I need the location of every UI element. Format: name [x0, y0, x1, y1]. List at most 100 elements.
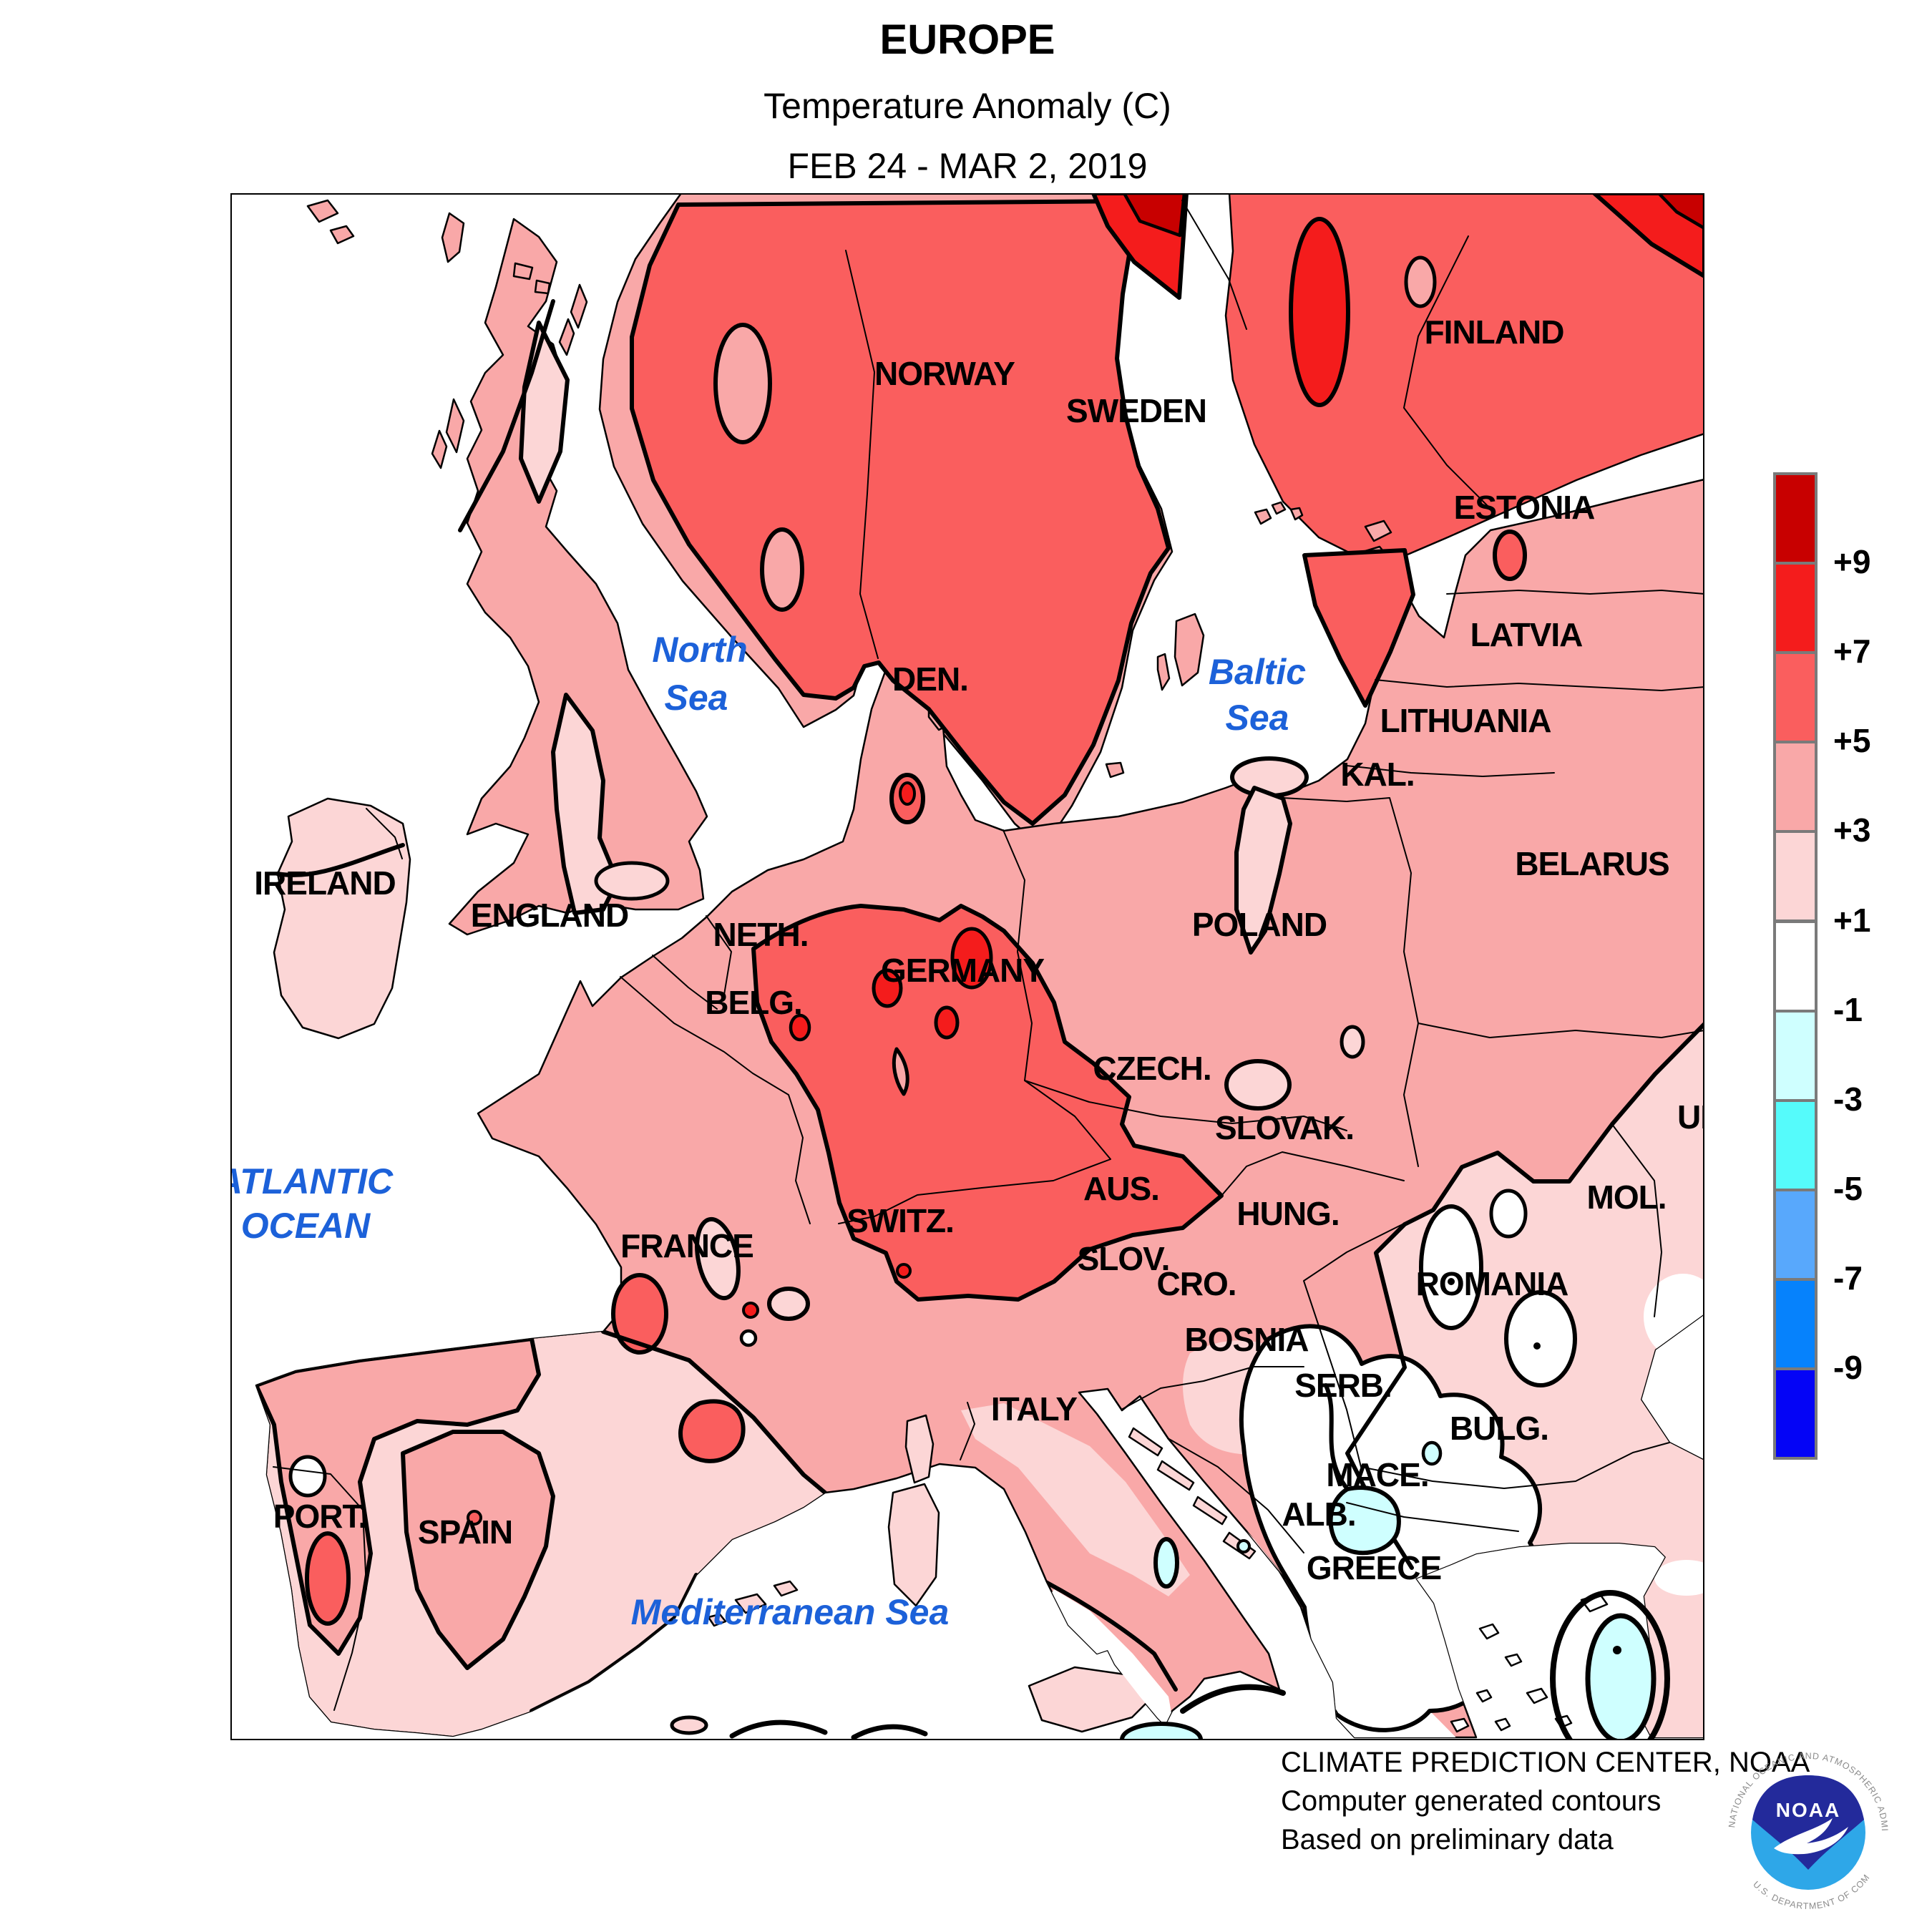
legend-swatch-5: [1773, 919, 1818, 1013]
contour-germany-plus7-center: [934, 1005, 960, 1040]
contour-med-arc-2: [851, 1724, 928, 1740]
contour-russia-corner-plus7: [1592, 193, 1704, 278]
label-norway: NORWAY: [874, 355, 1015, 392]
contour-sicily-cyan: [1120, 1722, 1203, 1740]
fill-marmara-white: [1654, 1560, 1704, 1596]
label-belarus: BELARUS: [1515, 845, 1669, 882]
legend-tick-+5: +5: [1833, 722, 1871, 760]
label-estonia: ESTONIA: [1454, 489, 1595, 526]
contour-romania-white-2: [1504, 1290, 1577, 1387]
contour-bulgaria-cyan: [1421, 1440, 1443, 1466]
map-frame: [230, 193, 1704, 1740]
label-sweden: SWEDEN: [1066, 392, 1206, 429]
contour-germany-plus5: [751, 904, 1224, 1302]
contour-france-plus5-south: [678, 1399, 746, 1463]
label-ukraine: UKRAINE: [1677, 1098, 1704, 1136]
contour-belgium-plus7: [789, 1013, 811, 1042]
contour-serbia-squiggle: [1324, 1383, 1350, 1491]
legend-swatch-1: [1773, 562, 1818, 655]
noaa-seal-sky: [1752, 1775, 1864, 1870]
contour-aegean-ring: [1550, 1590, 1670, 1740]
contour-rugen-plus7: [899, 781, 916, 806]
contour-germany-plus7-north: [950, 927, 993, 990]
islands-shetland-orkney: [441, 212, 551, 295]
contour-pyrenees-line: [601, 1330, 827, 1495]
contour-med-arc-1: [729, 1719, 828, 1739]
legend-tick-+9: +9: [1833, 543, 1871, 581]
attribution-line-1: CLIMATE PREDICTION CENTER, NOAA: [1281, 1747, 1810, 1778]
contour-baltic-wedge-plus5: [1302, 548, 1415, 708]
legend-swatch-3: [1773, 741, 1818, 834]
contour-switzerland-plus7: [896, 1263, 912, 1279]
contour-germany-pale-teardrop: [892, 1047, 909, 1096]
label-baltic-sea-2: Sea: [1226, 698, 1289, 738]
contour-aegean-cyan: [1585, 1613, 1657, 1740]
contour-dot-2: [1533, 1342, 1541, 1350]
legend-tick--3: -3: [1833, 1080, 1863, 1118]
legend-tick-+3: +3: [1833, 811, 1871, 849]
label-slovenia: SLOV.: [1078, 1240, 1170, 1277]
contour-russia-pale-spot: [1404, 255, 1437, 308]
contour-poland-se-pale: [1340, 1025, 1365, 1059]
contour-france-pale-2: [767, 1287, 810, 1321]
contour-sweden-plus9: [1122, 193, 1186, 238]
legend-swatch-8: [1773, 1188, 1818, 1281]
attribution-line-3: Based on preliminary data: [1281, 1824, 1614, 1855]
label-moldova: MOL.: [1587, 1179, 1667, 1216]
label-serbia: SERB.: [1294, 1367, 1392, 1404]
label-north-sea-1: North: [652, 630, 747, 670]
legend-swatch-6: [1773, 1009, 1818, 1102]
legend-swatch-10: [1773, 1367, 1818, 1460]
island-sardinia: [887, 1483, 940, 1607]
map-subtitle: Temperature Anomaly (C): [763, 86, 1171, 126]
attribution-block: CLIMATE PREDICTION CENTER, NOAA Computer…: [1281, 1743, 1810, 1859]
contour-heel-cyan: [1236, 1539, 1251, 1553]
legend-swatch-9: [1773, 1277, 1818, 1370]
islands-gotland-oland-bornholm: [1105, 613, 1205, 779]
contour-poland-pale-tongue: [1234, 786, 1292, 955]
label-baltic-sea-1: Baltic: [1209, 652, 1306, 692]
contour-portugal-plus5: [305, 1531, 351, 1626]
europe-anomaly-map: North Sea Baltic Sea ATLANTIC OCEAN Mediterran…: [230, 193, 1704, 1740]
label-north-sea-2: Sea: [665, 678, 728, 718]
contour-taranto-arc: [1180, 1684, 1286, 1714]
label-czech: CZECH.: [1093, 1050, 1211, 1087]
fill-italy-pale: [961, 1403, 1190, 1596]
country-labels: NORWAY SWEDEN FINLAND ESTONIA LATVIA LITHUANI…: [254, 313, 1704, 1586]
label-lithuania: LITHUANIA: [1380, 702, 1551, 739]
legend-swatch-0: [1773, 472, 1818, 565]
contour-germany-plus7-west: [872, 968, 903, 1008]
contour-iberia-plus3-center: [401, 1430, 555, 1670]
contour-france-plus5-west: [611, 1273, 668, 1355]
label-belgium: BELG.: [705, 984, 802, 1021]
contour-east-plus1-line: [1345, 1022, 1704, 1570]
contour-finland-plus7: [1289, 217, 1350, 407]
label-bulgaria: BULG.: [1450, 1410, 1548, 1447]
noaa-acronym: NOAA: [1776, 1799, 1840, 1821]
label-finland: FINLAND: [1425, 313, 1564, 351]
label-germany: GERMANY: [881, 952, 1044, 989]
label-atlantic-1: ATLANTIC: [230, 1161, 394, 1201]
label-latvia: LATVIA: [1470, 616, 1583, 653]
contour-aegean-dot: [1613, 1646, 1621, 1654]
legend-swatch-4: [1773, 830, 1818, 923]
noaa-logo: NOAA NATIONAL OCEANIC AND ATMOSPHERIC AD…: [1727, 1751, 1889, 1911]
legend-swatch-2: [1773, 651, 1818, 744]
label-ireland: IRELAND: [254, 864, 395, 902]
contour-slovakia-pale: [1224, 1059, 1292, 1111]
islands-balearic: [707, 1580, 799, 1627]
label-macedonia: MACE.: [1326, 1456, 1428, 1493]
contour-russia-corner-plus9: [1657, 193, 1704, 230]
contour-romania-white-1: [1419, 1204, 1483, 1330]
label-denmark: DEN.: [892, 660, 968, 698]
noaa-seal-gull-icon: [1774, 1818, 1848, 1855]
label-netherlands: NETH.: [713, 916, 809, 953]
contour-norway-pale-spot-2: [760, 527, 804, 612]
label-atlantic-2: OCEAN: [241, 1206, 371, 1246]
legend-swatch-7: [1773, 1098, 1818, 1191]
contour-france-plus7-dot: [742, 1302, 759, 1319]
title-block: EUROPE Temperature Anomaly (C) FEB 24 - …: [230, 0, 1704, 187]
contour-ireland-line: [275, 843, 405, 877]
contour-macedonia-cyan: [1328, 1485, 1401, 1556]
contour-norway-pale-spot-1: [713, 323, 772, 444]
